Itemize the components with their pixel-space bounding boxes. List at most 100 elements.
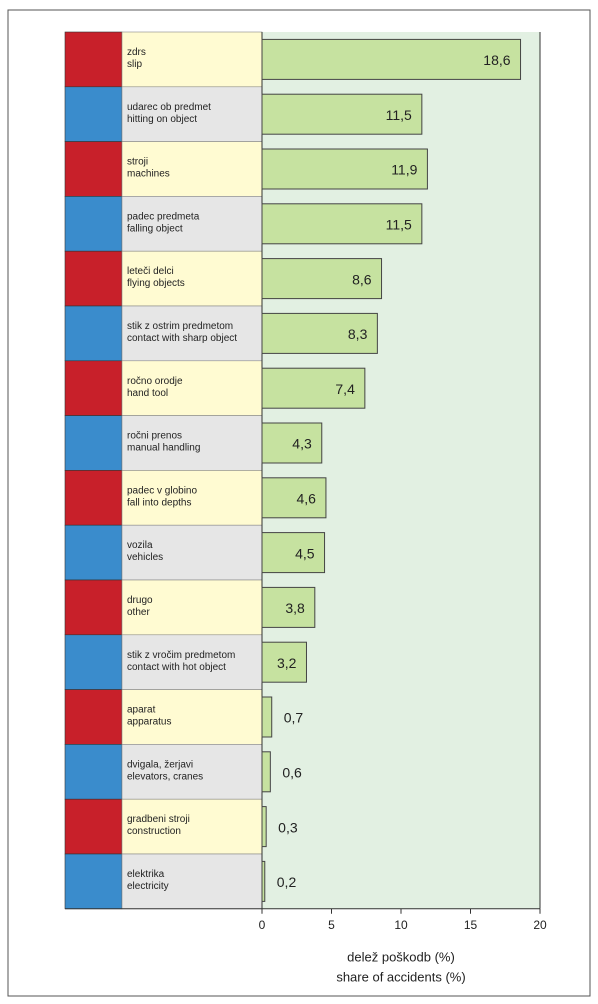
icon bbox=[64, 196, 123, 252]
category-label-en: contact with sharp object bbox=[127, 333, 237, 344]
bar bbox=[261, 148, 428, 190]
category-label-en: vehicles bbox=[127, 552, 163, 563]
label-cell bbox=[121, 141, 263, 197]
bar bbox=[261, 312, 378, 354]
category-label: padec v globino bbox=[127, 485, 197, 496]
x-tick-label: 0 bbox=[259, 918, 266, 932]
category-label: zdrs bbox=[127, 47, 146, 58]
icon bbox=[64, 689, 123, 745]
value-label: 0,7 bbox=[284, 710, 304, 726]
value-label: 11,5 bbox=[386, 217, 412, 233]
value-label: 4,3 bbox=[292, 436, 312, 452]
icon bbox=[64, 360, 123, 416]
bar bbox=[261, 367, 366, 409]
category-label-en: electricity bbox=[127, 881, 169, 892]
value-label: 11,9 bbox=[391, 162, 417, 178]
x-tick-label: 20 bbox=[533, 918, 547, 932]
bar bbox=[261, 860, 266, 902]
icon bbox=[64, 798, 123, 855]
category-label-en: flying objects bbox=[127, 278, 185, 289]
icon bbox=[64, 853, 123, 910]
category-label-en: slip bbox=[127, 59, 142, 70]
category-label-en: other bbox=[127, 607, 150, 618]
category-label-en: fall into depths bbox=[127, 497, 192, 508]
category-label: elektrika bbox=[127, 869, 165, 880]
category-label: vozila bbox=[127, 540, 153, 551]
label-cell bbox=[121, 415, 263, 471]
bar bbox=[261, 38, 522, 80]
value-label: 8,3 bbox=[348, 326, 368, 342]
icon bbox=[64, 634, 123, 690]
bar bbox=[261, 751, 271, 793]
value-label: 3,2 bbox=[277, 655, 297, 671]
icon bbox=[64, 579, 123, 636]
bar bbox=[261, 641, 307, 683]
category-label: stik z vročim predmetom bbox=[127, 650, 235, 661]
value-label: 0,6 bbox=[282, 765, 302, 781]
label-cell bbox=[121, 470, 263, 526]
icon bbox=[64, 250, 123, 307]
category-label-en: manual handling bbox=[127, 443, 200, 454]
bar bbox=[261, 477, 327, 519]
category-label-en: contact with hot object bbox=[127, 662, 226, 673]
label-cell bbox=[121, 360, 263, 416]
category-label-en: construction bbox=[127, 826, 181, 837]
category-label: padec predmeta bbox=[127, 211, 200, 222]
category-label-en: apparatus bbox=[127, 717, 171, 728]
label-cell bbox=[121, 689, 263, 745]
value-label: 4,5 bbox=[295, 545, 315, 561]
icon bbox=[64, 415, 123, 471]
value-label: 0,3 bbox=[278, 819, 298, 835]
bar bbox=[261, 586, 316, 628]
x-axis-title: delež poškodb (%) bbox=[347, 949, 455, 964]
value-label: 11,5 bbox=[386, 107, 412, 123]
category-label-en: elevators, cranes bbox=[127, 771, 203, 782]
category-label-en: machines bbox=[127, 169, 170, 180]
bar bbox=[261, 806, 267, 848]
x-tick-label: 15 bbox=[464, 918, 478, 932]
category-label: stroji bbox=[127, 157, 148, 168]
category-label-en: hitting on object bbox=[127, 114, 197, 125]
icon bbox=[64, 524, 123, 581]
category-label: udarec ob predmet bbox=[127, 102, 211, 113]
bar bbox=[261, 258, 383, 300]
icon bbox=[64, 31, 123, 88]
category-label: gradbeni stroji bbox=[127, 814, 190, 825]
value-label: 18,6 bbox=[483, 52, 510, 68]
label-cell bbox=[121, 196, 263, 252]
value-label: 7,4 bbox=[335, 381, 355, 397]
category-label: ročno orodje bbox=[127, 376, 183, 387]
category-label: aparat bbox=[127, 705, 156, 716]
value-label: 4,6 bbox=[296, 491, 316, 507]
icon bbox=[64, 305, 123, 362]
label-cell bbox=[121, 634, 263, 690]
x-tick-label: 10 bbox=[394, 918, 408, 932]
category-label: leteči delci bbox=[127, 266, 174, 277]
x-axis-title: share of accidents (%) bbox=[336, 969, 465, 984]
label-cell bbox=[121, 86, 263, 142]
category-label: stik z ostrim predmetom bbox=[127, 321, 233, 332]
icon bbox=[64, 470, 123, 526]
x-tick-label: 5 bbox=[328, 918, 335, 932]
icon bbox=[64, 744, 123, 800]
category-label: ročni prenos bbox=[127, 431, 182, 442]
label-cell bbox=[121, 853, 263, 910]
bar bbox=[261, 93, 423, 135]
icon bbox=[64, 141, 123, 197]
value-label: 0,2 bbox=[277, 874, 297, 890]
label-cell bbox=[121, 524, 263, 581]
category-label-en: hand tool bbox=[127, 388, 168, 399]
bar bbox=[261, 203, 423, 245]
label-cell bbox=[121, 744, 263, 800]
bar bbox=[261, 422, 323, 464]
value-label: 3,8 bbox=[285, 600, 305, 616]
icon bbox=[64, 86, 123, 142]
category-label: drugo bbox=[127, 595, 153, 606]
label-cell bbox=[121, 798, 263, 855]
value-label: 8,6 bbox=[352, 271, 372, 287]
category-label-en: falling object bbox=[127, 223, 183, 234]
label-cell bbox=[121, 31, 263, 88]
bar bbox=[261, 696, 273, 738]
bar bbox=[261, 532, 326, 574]
